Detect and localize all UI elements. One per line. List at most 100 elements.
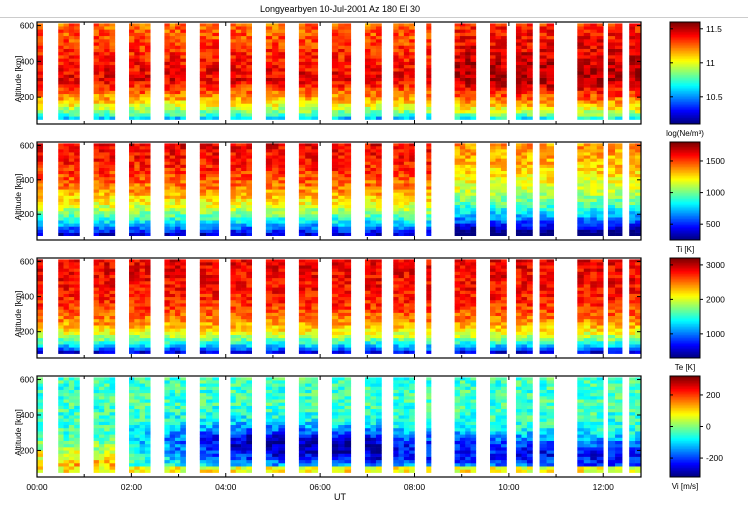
heatmap-cell <box>515 164 522 168</box>
heatmap-cell <box>298 296 306 301</box>
heatmap-cell <box>241 287 247 291</box>
heatmap-cell <box>164 96 171 101</box>
heatmap-cell <box>495 198 502 202</box>
heatmap-cell <box>272 328 279 332</box>
heatmap-cell <box>235 32 242 37</box>
heatmap-cell <box>175 35 181 40</box>
heatmap-cell <box>93 290 100 294</box>
heatmap-cell <box>144 312 151 317</box>
heatmap-cell <box>338 195 345 199</box>
heatmap-cell <box>370 204 377 209</box>
heatmap-cell <box>364 328 371 332</box>
heatmap-cell <box>246 217 252 221</box>
heatmap-cell <box>298 277 306 282</box>
heatmap-cell <box>129 164 135 168</box>
heatmap-cell <box>68 96 75 101</box>
heatmap-cell <box>109 220 116 224</box>
heatmap-cell <box>364 103 371 107</box>
heatmap-cell <box>199 61 207 66</box>
heatmap-cell <box>98 51 105 56</box>
heatmap-cell <box>206 328 213 332</box>
heatmap-cell <box>393 180 399 184</box>
heatmap-cell <box>230 210 237 215</box>
heatmap-cell <box>169 180 176 184</box>
heatmap-cell <box>199 32 207 37</box>
heatmap-cell <box>74 192 80 196</box>
heatmap-cell <box>465 195 471 199</box>
heatmap-cell <box>164 337 171 342</box>
heatmap-cell <box>93 318 100 323</box>
heatmap-cell <box>539 51 547 56</box>
heatmap-cell <box>629 164 636 168</box>
heatmap-cell <box>615 58 623 62</box>
heatmap-cell <box>577 35 585 40</box>
heatmap-cell <box>129 340 135 345</box>
heatmap-cell <box>577 90 585 95</box>
heatmap-cell <box>144 331 151 335</box>
heatmap-cell <box>426 201 432 206</box>
heatmap-cell <box>539 149 547 153</box>
heatmap-cell <box>331 299 339 304</box>
heatmap-cell <box>364 77 371 82</box>
heatmap-cell <box>37 223 43 227</box>
heatmap-cell <box>241 322 247 326</box>
heatmap-cell <box>104 268 110 272</box>
heatmap-cell <box>246 274 252 279</box>
heatmap-cell <box>370 306 377 310</box>
heatmap-cell <box>311 164 319 168</box>
heatmap-cell <box>344 180 352 184</box>
heatmap-cell <box>590 39 598 43</box>
heatmap-cell <box>272 280 279 285</box>
heatmap-cell <box>74 55 80 59</box>
heatmap-cell <box>459 143 466 147</box>
heatmap-cell <box>629 90 636 95</box>
heatmap-cell <box>134 347 140 351</box>
heatmap-cell <box>235 164 242 168</box>
heatmap-cell <box>235 143 242 147</box>
heatmap-cell <box>305 220 312 224</box>
heatmap-cell <box>615 64 623 69</box>
heatmap-cell <box>490 167 496 172</box>
colorbar-step <box>670 160 700 163</box>
heatmap-cell <box>331 42 339 46</box>
heatmap-cell <box>546 116 555 120</box>
heatmap-cell <box>212 77 219 82</box>
heatmap-cell <box>364 299 371 304</box>
heatmap-cell <box>629 204 636 209</box>
heatmap-cell <box>375 331 382 335</box>
heatmap-cell <box>364 274 371 279</box>
colorbar-step <box>670 168 700 170</box>
heatmap-cell <box>305 290 312 294</box>
colorbar-step <box>670 103 700 106</box>
heatmap-cell <box>169 214 176 218</box>
heatmap-cell <box>501 116 507 120</box>
heatmap-cell <box>241 207 247 212</box>
colorbar-step <box>670 25 700 28</box>
heatmap-cell <box>164 204 171 209</box>
heatmap-cell <box>521 207 528 212</box>
heatmap-cell <box>93 262 100 266</box>
heatmap-cell <box>331 328 339 332</box>
heatmap-cell <box>331 195 339 199</box>
heatmap-cell <box>596 100 604 104</box>
heatmap-cell <box>68 167 75 172</box>
heatmap-cell <box>501 96 507 101</box>
heatmap-cell <box>298 340 306 345</box>
heatmap-cell <box>134 170 140 175</box>
heatmap-cell <box>129 74 135 78</box>
heatmap-cell <box>393 61 399 66</box>
heatmap-cell <box>635 186 642 190</box>
heatmap-cell <box>272 293 279 298</box>
heatmap-cell <box>375 309 382 313</box>
heatmap-cell <box>93 39 100 43</box>
heatmap-cell <box>375 350 382 354</box>
heatmap-cell <box>454 201 461 206</box>
heatmap-cell <box>470 232 477 236</box>
heatmap-cell <box>93 186 100 190</box>
heatmap-cell <box>398 223 405 227</box>
heatmap-cell <box>241 96 247 101</box>
heatmap-cell <box>470 55 477 59</box>
heatmap-cell <box>144 35 151 40</box>
heatmap-cell <box>607 29 616 33</box>
heatmap-cell <box>539 158 547 162</box>
